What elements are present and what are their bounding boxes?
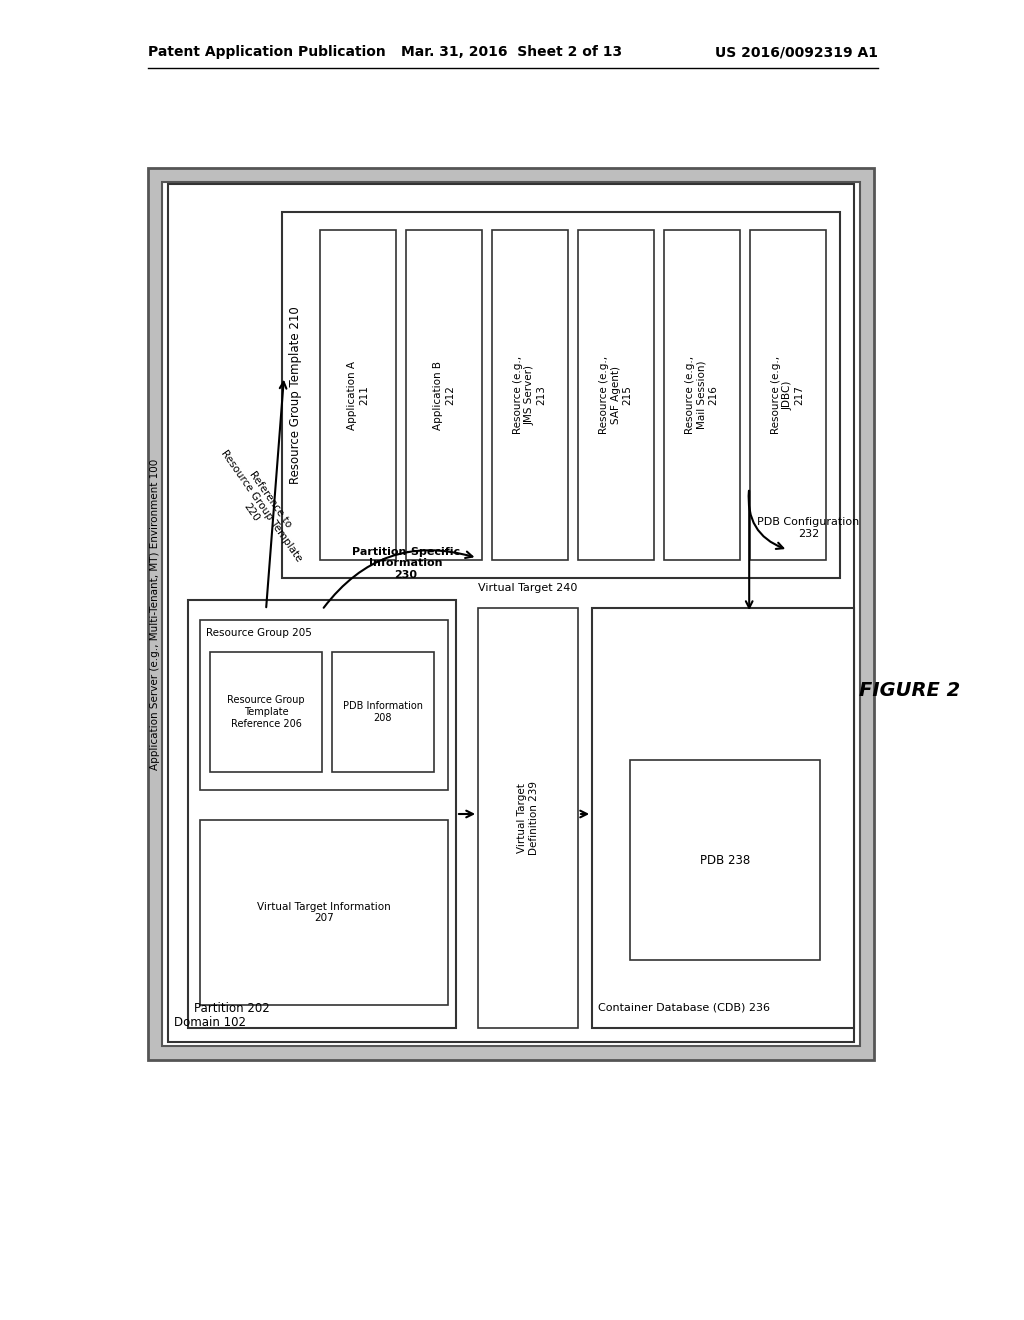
Text: Virtual Target 240: Virtual Target 240: [478, 583, 578, 593]
Bar: [492, 230, 568, 560]
Text: PDB 238: PDB 238: [699, 854, 751, 866]
Bar: [478, 609, 578, 1028]
Text: Container Database (CDB) 236: Container Database (CDB) 236: [598, 1003, 770, 1012]
Text: Application B
212: Application B 212: [433, 360, 455, 429]
Text: Domain 102: Domain 102: [174, 1015, 246, 1028]
Text: Resource Group Template 210: Resource Group Template 210: [290, 306, 302, 484]
Bar: [664, 230, 740, 560]
Bar: [630, 760, 820, 960]
Bar: [332, 652, 434, 772]
Bar: [319, 230, 396, 560]
Text: Virtual Target
Definition 239: Virtual Target Definition 239: [517, 781, 539, 855]
Text: Partition-Specific
Information
230: Partition-Specific Information 230: [352, 546, 460, 579]
Text: PDB Information
208: PDB Information 208: [343, 701, 423, 723]
Bar: [168, 183, 854, 1041]
Bar: [282, 213, 840, 578]
Text: FIGURE 2: FIGURE 2: [859, 681, 961, 700]
Bar: [188, 601, 456, 1028]
Bar: [750, 230, 826, 560]
Text: Resource (e.g.,
Mail Session)
216: Resource (e.g., Mail Session) 216: [685, 356, 719, 434]
Text: Application A
211: Application A 211: [347, 360, 369, 429]
Text: Mar. 31, 2016  Sheet 2 of 13: Mar. 31, 2016 Sheet 2 of 13: [401, 45, 623, 59]
Text: Resource (e.g.,
JDBC)
217: Resource (e.g., JDBC) 217: [771, 356, 805, 434]
Text: Resource (e.g.,
JMS Server)
213: Resource (e.g., JMS Server) 213: [513, 356, 547, 434]
Text: Resource Group
Template
Reference 206: Resource Group Template Reference 206: [227, 696, 305, 729]
Text: Resource Group 205: Resource Group 205: [206, 628, 312, 638]
Bar: [592, 609, 854, 1028]
Text: Virtual Target Information
207: Virtual Target Information 207: [257, 902, 391, 923]
Bar: [210, 652, 322, 772]
Text: Reference to
Resource Group Template
220: Reference to Resource Group Template 220: [209, 441, 313, 570]
Bar: [406, 230, 482, 560]
Bar: [578, 230, 654, 560]
Bar: [200, 620, 449, 789]
Text: Application Server (e.g., Multi-Tenant, MT) Environment 100: Application Server (e.g., Multi-Tenant, …: [150, 458, 160, 770]
Bar: [148, 168, 874, 1060]
Bar: [162, 182, 860, 1045]
Text: Partition 202: Partition 202: [194, 1002, 269, 1015]
Text: Patent Application Publication: Patent Application Publication: [148, 45, 386, 59]
Text: PDB Configuration
232: PDB Configuration 232: [757, 517, 859, 539]
Bar: [200, 820, 449, 1005]
Text: US 2016/0092319 A1: US 2016/0092319 A1: [715, 45, 878, 59]
Text: Resource (e.g.,
SAF Agent)
215: Resource (e.g., SAF Agent) 215: [599, 356, 633, 434]
